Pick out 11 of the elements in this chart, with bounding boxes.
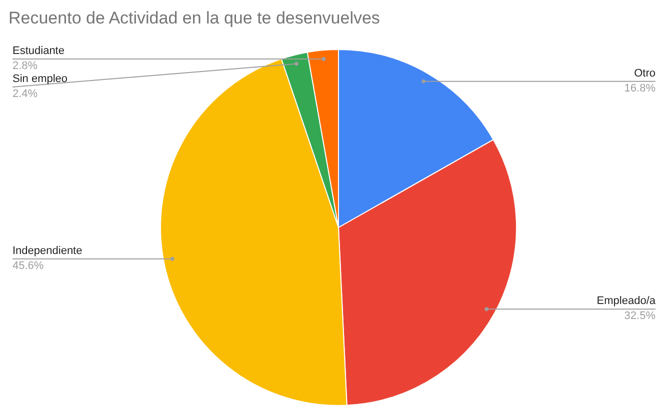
slice-label: Otro [634, 67, 656, 80]
data-label: 32.5% [624, 310, 656, 322]
data-label: 16.8% [624, 82, 656, 94]
slice-label: Sin empleo [12, 73, 68, 86]
slice-label: Empleado/a [596, 295, 656, 308]
data-label: 45.6% [12, 260, 44, 272]
slice-label: Independiente [12, 244, 82, 257]
data-label: 2.4% [12, 88, 38, 100]
data-label: 2.8% [12, 60, 38, 72]
chart-title: Recuento de Actividad en la que te desenvuelves [8, 8, 380, 28]
slice-label: Estudiante [12, 45, 64, 58]
